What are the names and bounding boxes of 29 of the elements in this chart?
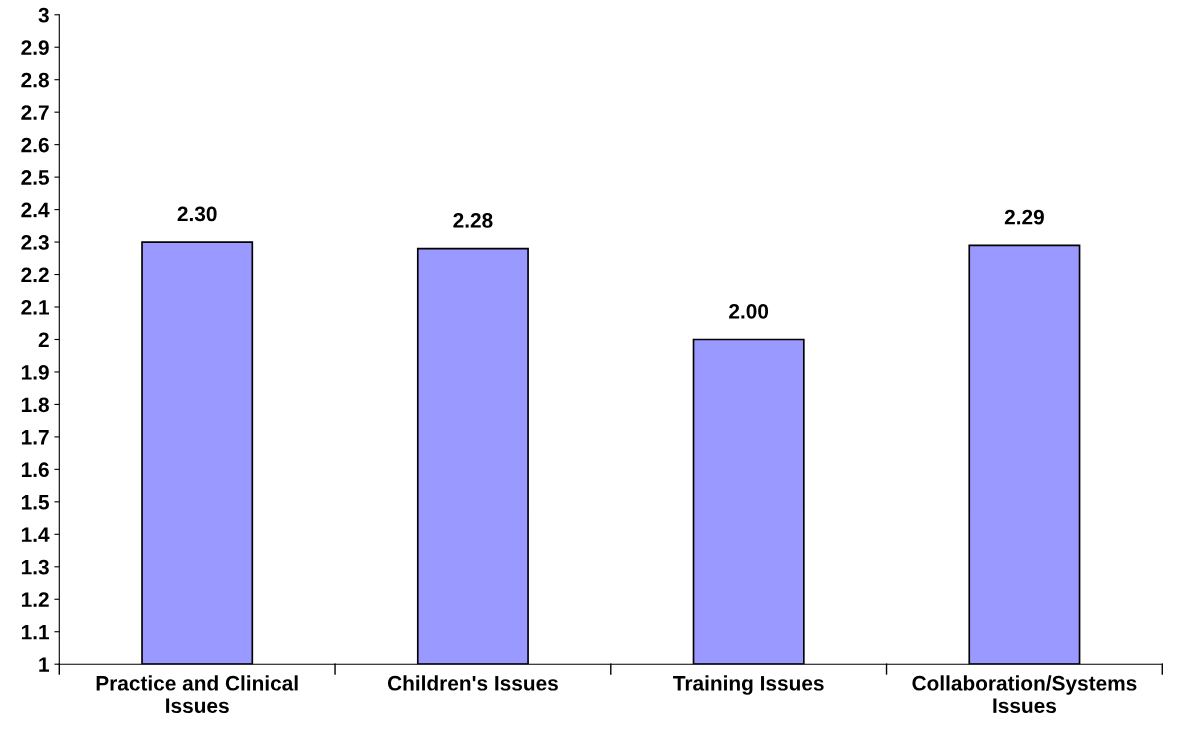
x-tick-label: Collaboration/Systems Issues xyxy=(912,675,1137,714)
y-tick-label: 1 xyxy=(39,657,49,672)
data-label: 2.29 xyxy=(1004,209,1044,225)
y-tick-label: 2.3 xyxy=(21,235,49,250)
y-tick-label: 1.4 xyxy=(21,527,50,542)
y-tick-label: 2.4 xyxy=(21,202,50,218)
y-tick-label: 1.1 xyxy=(21,624,49,640)
data-label: 2.30 xyxy=(177,206,217,222)
y-tick-label: 1.6 xyxy=(21,462,49,478)
data-label: 2.00 xyxy=(729,303,769,319)
y-tick-label: 2.7 xyxy=(21,105,49,120)
y-tick-label: 1.8 xyxy=(21,397,49,413)
y-tick-label: 1.9 xyxy=(21,364,49,380)
y-tick-label: 2.5 xyxy=(21,170,49,185)
y-tick-label: 2.8 xyxy=(21,72,49,88)
data-label: 2.28 xyxy=(453,213,493,228)
y-tick-label: 1.7 xyxy=(21,430,49,445)
x-tick-label: Practice and Clinical Issues xyxy=(96,675,298,714)
y-tick-label: 2.2 xyxy=(21,267,49,283)
x-tick-label: Children's Issues xyxy=(387,675,558,691)
y-tick-label: 1.3 xyxy=(21,559,49,575)
y-tick-label: 2.1 xyxy=(21,300,49,315)
y-tick-label: 2.6 xyxy=(21,137,49,153)
y-tick-label: 2.9 xyxy=(21,40,49,55)
y-tick-label: 3 xyxy=(38,7,49,23)
y-tick-label: 2 xyxy=(38,332,49,348)
x-tick-label: Training Issues xyxy=(673,675,824,695)
y-tick-label: 1.2 xyxy=(21,592,49,607)
y-tick-label: 1.5 xyxy=(21,495,49,510)
